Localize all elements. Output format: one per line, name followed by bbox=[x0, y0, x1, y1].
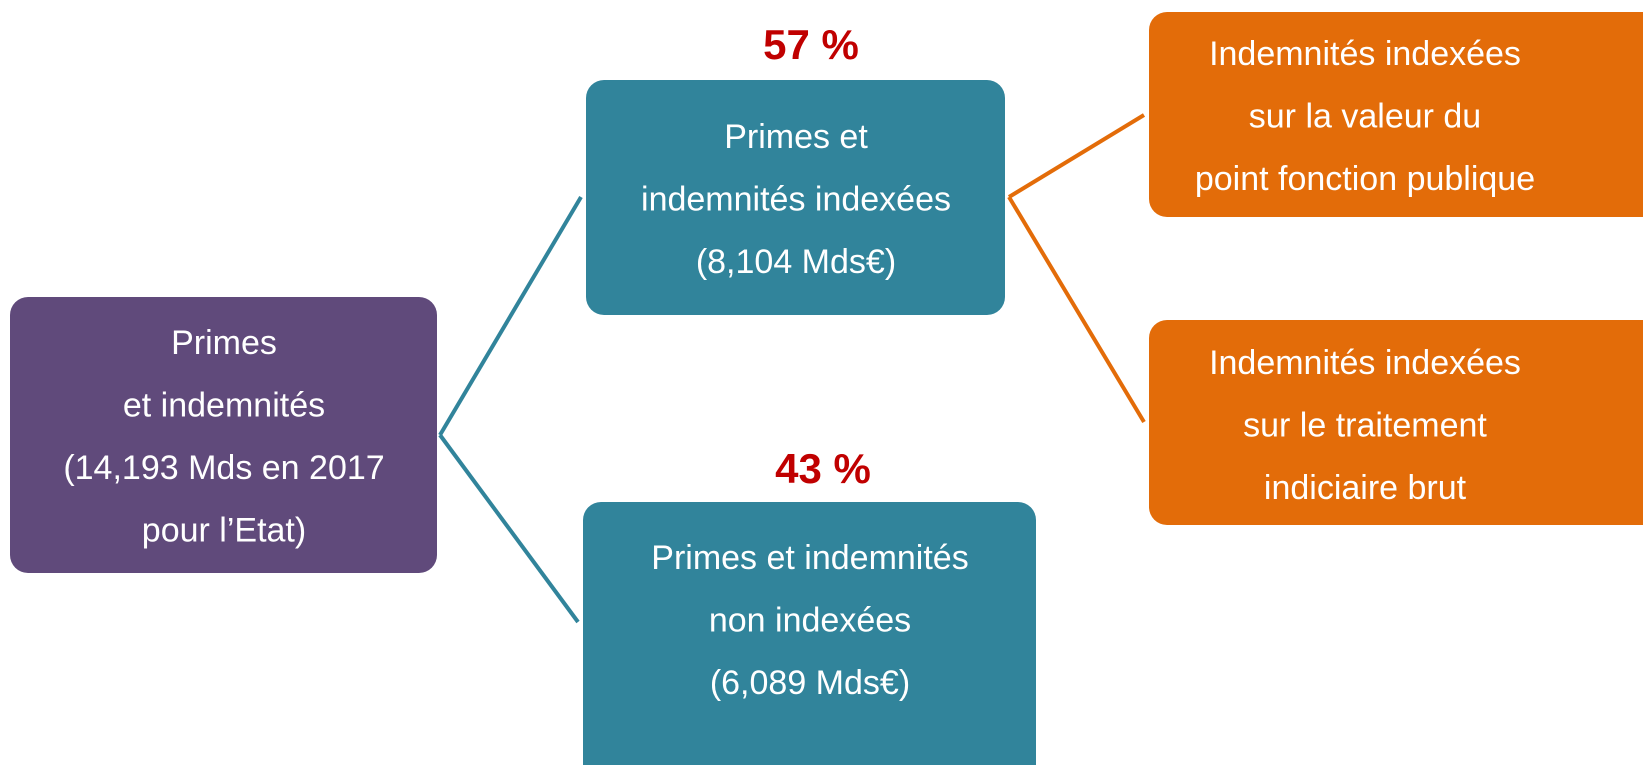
node-box bbox=[586, 80, 1005, 315]
node-box bbox=[1149, 320, 1643, 525]
node-text: indiciaire brut bbox=[1264, 469, 1467, 507]
node-box bbox=[583, 502, 1036, 765]
node-text: indemnités indexées bbox=[641, 180, 951, 218]
node-box bbox=[10, 297, 437, 573]
node-text: (6,089 Mds€) bbox=[710, 664, 910, 702]
share-label: 57 % bbox=[763, 21, 859, 68]
node-text: et indemnités bbox=[123, 386, 325, 424]
node-text: sur la valeur du bbox=[1249, 97, 1481, 135]
labels: Primes et indemnités (14,193 Mds en 2017 po… bbox=[63, 21, 1535, 702]
connector bbox=[438, 195, 583, 437]
node-text: Indemnités indexées bbox=[1209, 35, 1521, 73]
node-text: (8,104 Mds€) bbox=[696, 243, 896, 281]
node-text: Primes et bbox=[724, 118, 868, 156]
node-text: (14,193 Mds en 2017 bbox=[63, 449, 384, 487]
node-text: pour l’Etat) bbox=[142, 511, 306, 549]
share-label: 43 % bbox=[775, 445, 871, 492]
connector bbox=[1007, 113, 1146, 199]
node-box bbox=[1149, 12, 1643, 217]
connector bbox=[1007, 195, 1146, 424]
connector bbox=[438, 433, 580, 624]
node-text: sur le traitement bbox=[1243, 406, 1487, 444]
node-text: Primes et indemnités bbox=[651, 539, 968, 577]
node-text: Indemnités indexées bbox=[1209, 344, 1521, 382]
connectors bbox=[438, 113, 1146, 624]
node-text: non indexées bbox=[709, 601, 911, 639]
node-text: Primes bbox=[171, 324, 277, 362]
node-text: point fonction publique bbox=[1195, 160, 1535, 198]
